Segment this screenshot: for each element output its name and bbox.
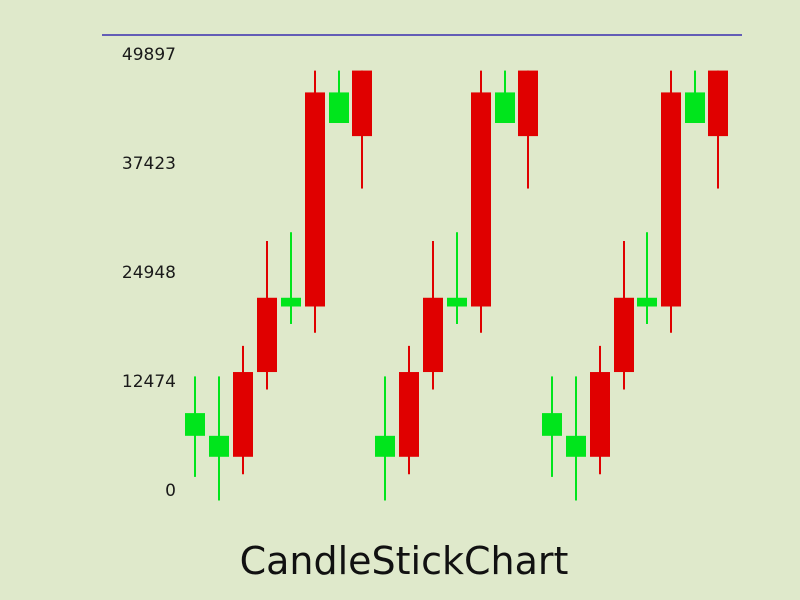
candle-body-down <box>233 372 253 457</box>
y-axis: 0 12474 24948 37423 49897 <box>122 45 176 501</box>
y-tick-label: 12474 <box>122 372 176 392</box>
candle-body-up <box>566 435 586 457</box>
candle-body-down <box>708 70 728 137</box>
candle-body-up <box>281 297 301 307</box>
candle-body-down <box>614 297 634 373</box>
candle-body-down <box>518 70 538 137</box>
candle-body-up <box>685 92 705 124</box>
candle-body-up <box>375 435 395 457</box>
candle-body-up <box>329 92 349 124</box>
y-tick-label: 0 <box>165 481 176 501</box>
candle-body-down <box>471 92 491 307</box>
candle-body-down <box>257 297 277 373</box>
candle-body-down <box>352 70 372 137</box>
candle-body-up <box>447 297 467 307</box>
candle-body-down <box>399 372 419 457</box>
candle-body-up <box>209 435 229 457</box>
candle-body-down <box>423 297 443 373</box>
y-tick-label: 24948 <box>122 263 176 283</box>
candle-body-up <box>185 413 205 436</box>
candle-body-down <box>661 92 681 307</box>
y-tick-label: 37423 <box>122 154 176 174</box>
chart-title: CandleStickChart <box>240 539 569 583</box>
candle-body-down <box>590 372 610 457</box>
candles-group <box>185 70 728 501</box>
candle-body-down <box>305 92 325 307</box>
candle-body-up <box>495 92 515 124</box>
y-tick-label: 49897 <box>122 45 176 65</box>
candle-body-up <box>637 297 657 307</box>
candle-body-up <box>542 413 562 436</box>
